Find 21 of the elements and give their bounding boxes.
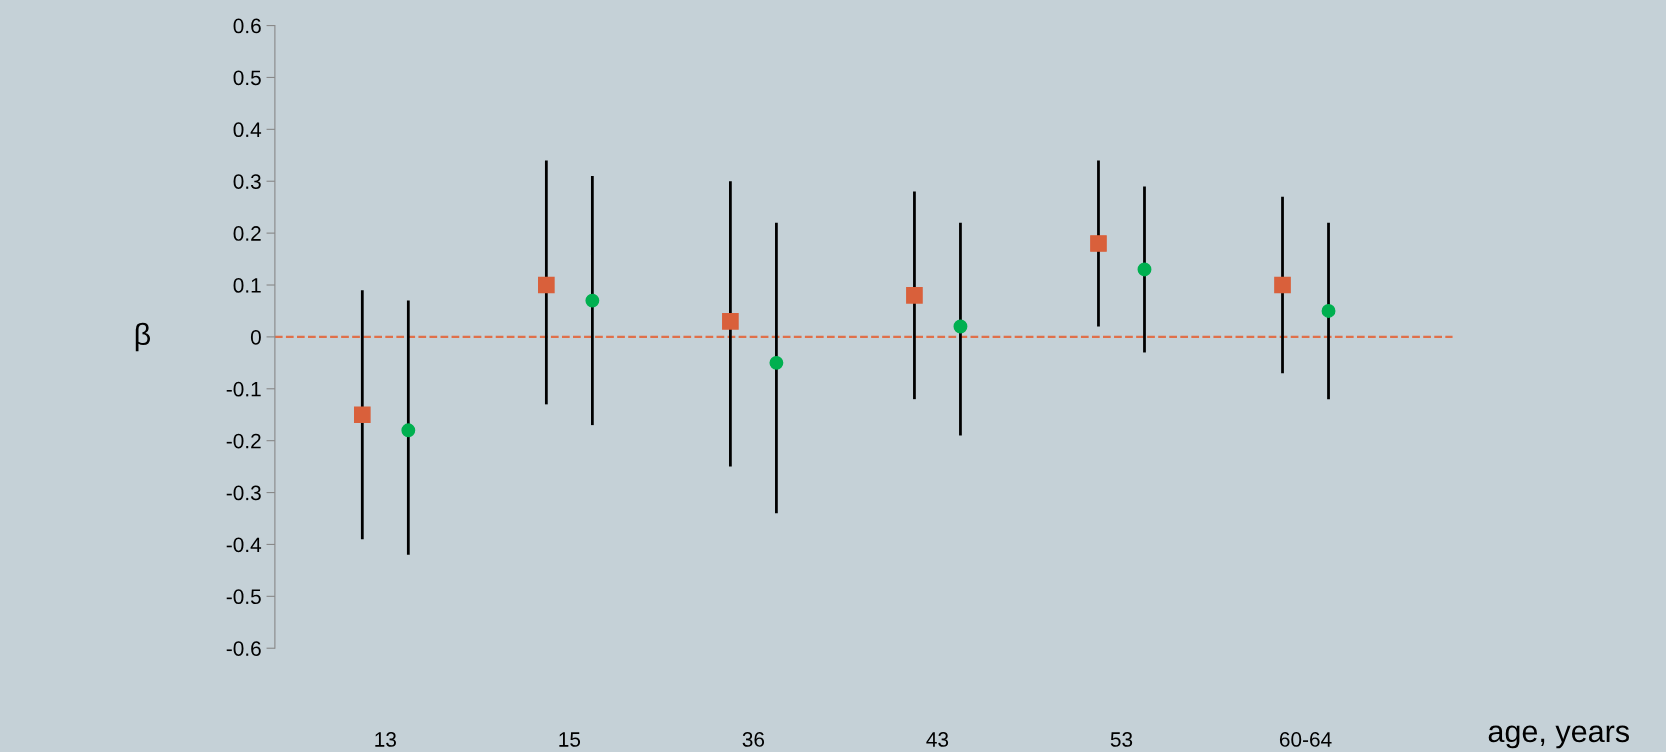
y-tick-label: 0.4 bbox=[233, 122, 262, 138]
y-tick-label: -0.2 bbox=[226, 433, 261, 449]
y-tick-label: -0.1 bbox=[226, 381, 261, 397]
y-tick-label: 0.3 bbox=[233, 174, 261, 189]
y-tick-label: -0.3 bbox=[226, 485, 261, 501]
y-tick-label: 0.5 bbox=[233, 70, 261, 86]
y-tick-label: -0.6 bbox=[226, 641, 261, 656]
x-tick-label: 15 bbox=[559, 732, 581, 747]
y-tick-label: -0.4 bbox=[226, 537, 262, 553]
y-tick-label: 0.1 bbox=[233, 278, 261, 293]
y-tick-label: 0 bbox=[250, 329, 261, 345]
x-tick-label: 36 bbox=[742, 732, 765, 747]
x-tick-label: 43 bbox=[926, 732, 949, 747]
x-tick-label: 53 bbox=[1110, 732, 1133, 747]
y-axis-title: β bbox=[135, 322, 151, 352]
y-tick-label: 0.6 bbox=[233, 18, 261, 34]
y-tick-label: -0.5 bbox=[226, 589, 261, 605]
x-tick-label: 13 bbox=[375, 732, 396, 747]
x-tick-label: 60-64 bbox=[1279, 732, 1332, 747]
y-tick-label: 0.2 bbox=[233, 226, 261, 241]
x-axis-title: age, years bbox=[1488, 725, 1629, 749]
